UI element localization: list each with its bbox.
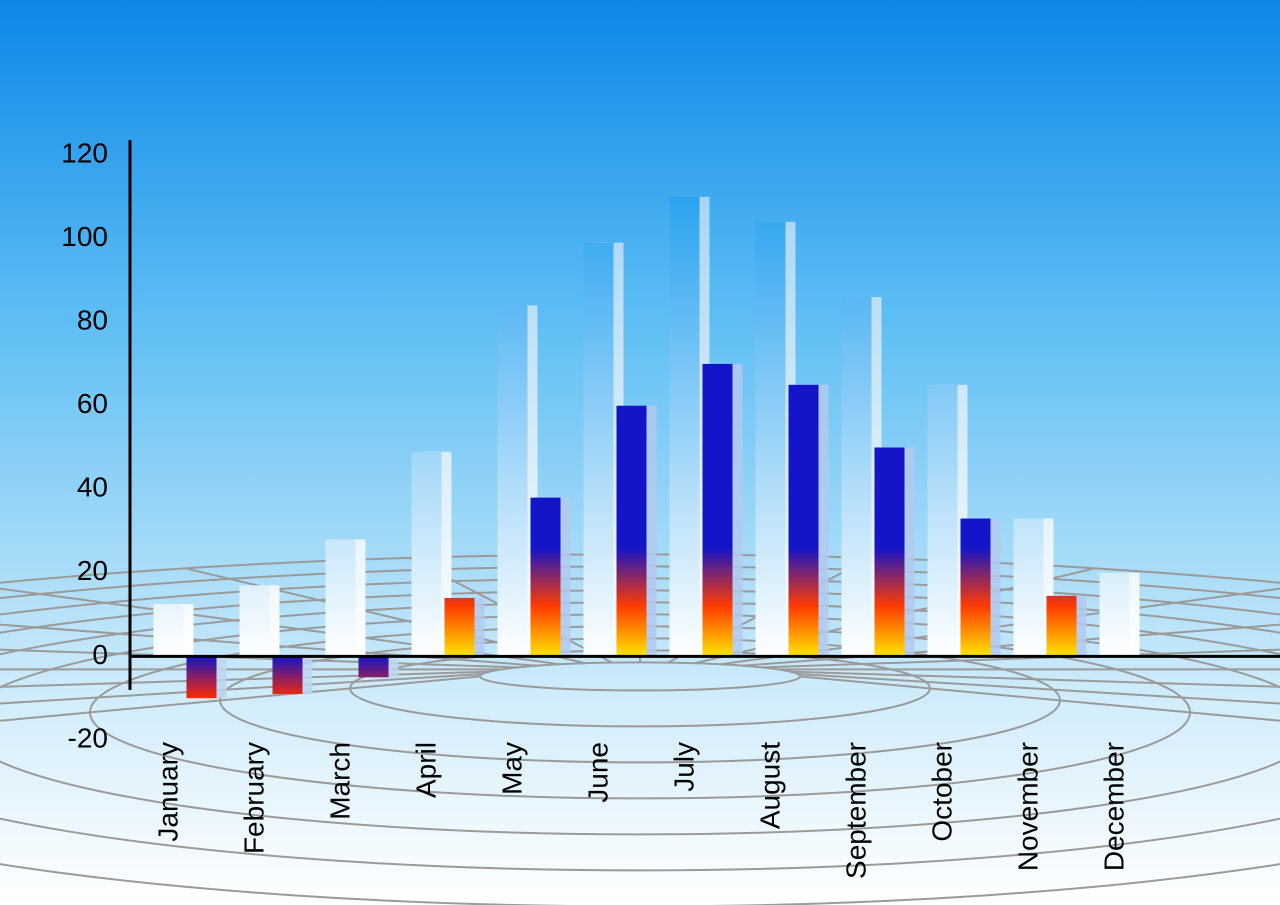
fire-bar [961, 519, 991, 657]
x-tick-label: August [754, 742, 785, 829]
y-tick-label: 60 [77, 388, 108, 419]
y-tick-label: 0 [92, 639, 108, 670]
blue-bar [1100, 573, 1130, 657]
blue-bar [412, 452, 442, 657]
x-tick-label: May [496, 742, 527, 795]
fire-bar [273, 656, 303, 694]
fire-bar [789, 385, 819, 657]
x-tick-label: July [668, 742, 699, 792]
fire-bar [445, 598, 475, 657]
x-tick-label: September [840, 742, 871, 879]
y-tick-label: 20 [77, 555, 108, 586]
x-tick-label: March [324, 742, 355, 820]
blue-bar [756, 222, 786, 657]
y-tick-label: 80 [77, 305, 108, 336]
y-tick-label: 120 [61, 137, 108, 168]
x-tick-label: June [582, 742, 613, 803]
fire-bar [359, 656, 389, 677]
fire-bar [1047, 596, 1077, 657]
blue-bar [240, 585, 270, 656]
blue-bar [584, 243, 614, 657]
blue-bar [670, 197, 700, 657]
x-tick-label: April [410, 742, 441, 798]
fire-bar [531, 498, 561, 657]
y-tick-label: -20 [68, 722, 108, 753]
x-tick-label: December [1098, 742, 1129, 871]
fire-bar [617, 406, 647, 657]
blue-bar [1014, 519, 1044, 657]
blue-bar [498, 305, 528, 656]
fire-bar [703, 364, 733, 657]
x-tick-label: January [152, 742, 183, 842]
x-tick-label: November [1012, 742, 1043, 871]
blue-bar [928, 385, 958, 657]
x-tick-label: October [926, 742, 957, 842]
blue-bar [326, 539, 356, 656]
blue-bar [154, 604, 184, 656]
blue-bar [842, 297, 872, 656]
fire-bar [875, 448, 905, 657]
y-tick-label: 100 [61, 221, 108, 252]
y-tick-label: 40 [77, 472, 108, 503]
monthly-bar-chart: -20 0 20 40 60 80 100 120 January February March Ap… [0, 0, 1280, 905]
fire-bar [187, 656, 217, 698]
x-tick-label: February [238, 742, 269, 854]
